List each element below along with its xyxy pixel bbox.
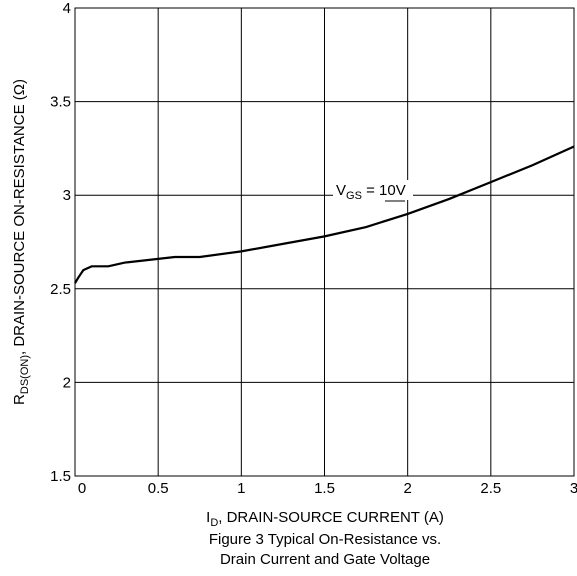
x-axis-label-sub: D — [210, 517, 218, 529]
annotation-bg — [333, 180, 413, 200]
caption: Drain Current and Gate Voltage — [220, 551, 430, 568]
annotation: VGS = 10V — [336, 182, 406, 202]
y-tick-label: 1.5 — [50, 468, 71, 485]
annotation-rest: = 10V — [362, 182, 406, 199]
y-tick-label: 2.5 — [50, 281, 71, 298]
x-tick-label: 0 — [78, 480, 86, 497]
y-axis-label-group: RDS(ON), DRAIN-SOURCE ON-RESISTANCE (Ω) — [11, 79, 31, 405]
x-axis-label-main: I — [206, 509, 210, 526]
y-tick-label: 3 — [63, 187, 71, 204]
x-tick-label: 1.5 — [314, 480, 335, 497]
x-tick-label: 2 — [403, 480, 411, 497]
y-tick-label: 2 — [63, 374, 71, 391]
x-tick-label: 3 — [570, 480, 577, 497]
plot-frame — [74, 7, 575, 477]
y-axis-label-sub: DS(ON) — [19, 355, 31, 394]
y-axis-label: RDS(ON), DRAIN-SOURCE ON-RESISTANCE (Ω) — [11, 79, 31, 405]
data-line — [74, 145, 575, 284]
x-tick-label: 1 — [237, 480, 245, 497]
caption: Figure 3 Typical On-Resistance vs. — [209, 531, 441, 548]
annotation-sub: GS — [346, 190, 362, 202]
x-axis-label-rest: , DRAIN-SOURCE CURRENT (A) — [218, 509, 444, 526]
x-tick-label: 2.5 — [480, 480, 501, 497]
y-tick-label: 4 — [63, 0, 71, 17]
y-tick-label: 3.5 — [50, 94, 71, 111]
annotation-main: V — [336, 182, 346, 199]
y-axis-label-main: R — [11, 394, 28, 405]
x-axis-label: ID, DRAIN-SOURCE CURRENT (A) — [206, 509, 444, 529]
y-axis-label-rest: , DRAIN-SOURCE ON-RESISTANCE (Ω) — [11, 79, 28, 355]
x-tick-label: 0.5 — [148, 480, 169, 497]
